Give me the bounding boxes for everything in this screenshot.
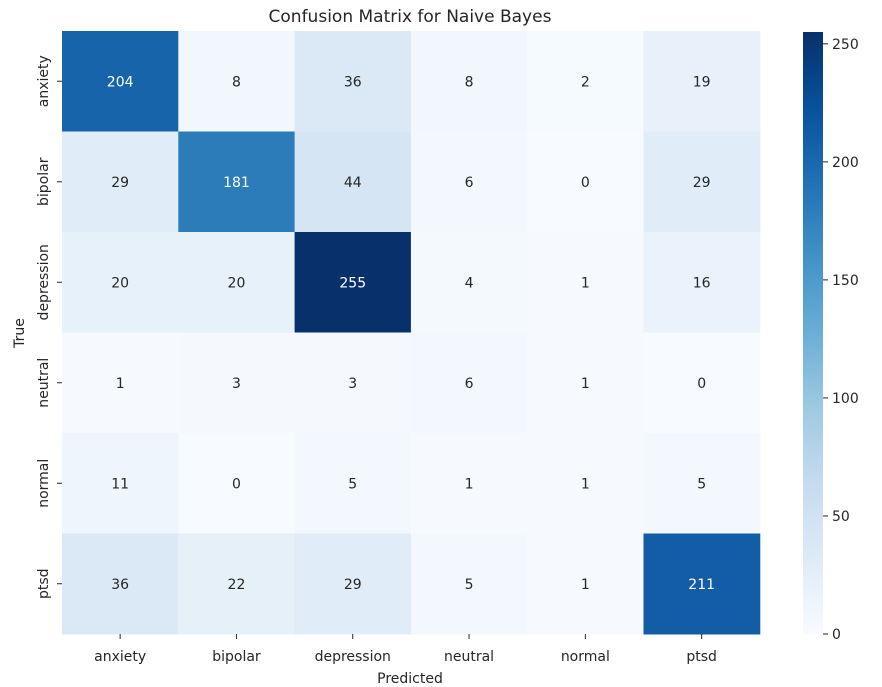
y-axis-ticks: anxiety bipolar depression neutral normal pts… [36,55,62,599]
heatmap-cell-bipolar-depression [294,131,412,233]
colorbar-tick-label: 50 [832,509,850,525]
cell-value-label: 8 [465,74,474,90]
heatmap-cell-bipolar-anxiety [62,131,179,233]
cell-value-label: 1 [581,275,590,291]
cell-value-label: 255 [339,275,366,291]
cell-value-label: 36 [111,577,129,593]
cell-value-label: 20 [111,275,129,291]
cell-value-label: 3 [348,376,357,392]
cell-value-label: 2 [581,74,590,90]
y-tick-label-anxiety: anxiety [36,55,52,107]
colorbar-tick-label: 100 [832,391,859,407]
cell-value-label: 22 [228,577,246,593]
heatmap-cell-anxiety-depression [294,31,412,132]
cell-value-label: 44 [344,175,362,191]
heatmap-cell-ptsd-depression [294,533,412,635]
x-tick-label-anxiety: anxiety [94,649,146,665]
heatmap-cell-anxiety-anxiety [62,31,179,132]
cell-value-label: 19 [693,74,711,90]
cell-value-label: 5 [348,476,357,492]
cell-value-label: 3 [232,376,241,392]
colorbar-ticks: 0 50 100 150 200 250 [823,37,859,643]
cell-value-label: 5 [465,577,474,593]
colorbar-tick-label: 250 [832,37,859,53]
cell-value-label: 211 [688,577,715,593]
cell-value-label: 0 [697,376,706,392]
cell-value-label: 181 [223,175,250,191]
x-tick-label-normal: normal [561,649,610,665]
heatmap-cell-depression-anxiety [62,232,179,333]
heatmap-cell-bipolar-neutral [410,131,528,233]
heatmap-cell-neutral-normal [527,332,644,434]
heatmap-cell-depression-bipolar [178,232,296,333]
heatmap-cell-normal-anxiety [62,433,179,534]
cell-value-label: 1 [581,577,590,593]
cell-value-label: 0 [581,175,590,191]
heatmap-cell-ptsd-neutral [410,533,528,635]
heatmap-cell-normal-ptsd [643,433,761,534]
cell-value-label: 204 [107,74,134,90]
heatmap-cell-anxiety-ptsd [643,31,761,132]
heatmap-cell-ptsd-ptsd [643,533,761,635]
heatmap-cell-depression-neutral [410,232,528,333]
heatmap-cell-ptsd-normal [527,533,644,635]
cell-value-label: 11 [111,476,129,492]
heatmap-cell-normal-bipolar [178,433,296,534]
heatmap-cell-neutral-anxiety [62,332,179,434]
cell-value-label: 8 [232,74,241,90]
heatmap-cell-normal-neutral [410,433,528,534]
heatmap-cell-neutral-ptsd [643,332,761,434]
x-tick-label-depression: depression [315,649,391,665]
colorbar [803,32,823,634]
cell-value-label: 1 [581,376,590,392]
x-tick-label-ptsd: ptsd [686,649,717,665]
cell-value-label: 0 [232,476,241,492]
cell-value-label: 1 [581,476,590,492]
colorbar-tick-label: 200 [832,155,859,171]
x-tick-label-neutral: neutral [444,649,494,665]
y-tick-label-ptsd: ptsd [36,568,52,599]
heatmap-cell-neutral-depression [294,332,412,434]
chart-title: Confusion Matrix for Naive Bayes [269,7,552,27]
heatmap-cell-anxiety-normal [527,31,644,132]
y-tick-label-normal: normal [36,459,52,508]
heatmap-cell-anxiety-neutral [410,31,528,132]
heatmap-cell-bipolar-ptsd [643,131,761,233]
cell-value-label: 5 [697,476,706,492]
heatmap-cell-neutral-neutral [410,332,528,434]
heatmap-cell-normal-normal [527,433,644,534]
heatmap-cell-depression-depression [294,232,412,333]
y-tick-label-neutral: neutral [36,358,52,408]
colorbar-tick-label: 150 [832,273,859,289]
x-axis-label: Predicted [377,671,443,687]
heatmap-cell-depression-normal [527,232,644,333]
cell-value-label: 6 [465,175,474,191]
x-tick-label-bipolar: bipolar [212,649,261,665]
heatmap-cell-ptsd-anxiety [62,533,179,635]
heatmap-cell-bipolar-normal [527,131,644,233]
heatmap-cell-depression-ptsd [643,232,761,333]
cell-value-label: 29 [693,175,711,191]
cell-value-label: 29 [111,175,129,191]
cell-value-label: 29 [344,577,362,593]
y-axis-label: True [12,318,28,349]
cell-value-label: 1 [116,376,125,392]
cell-value-label: 20 [228,275,246,291]
heatmap-cell-ptsd-bipolar [178,533,296,635]
heatmap-cell-bipolar-bipolar [178,131,296,233]
cell-value-label: 1 [465,476,474,492]
heatmap-cell-anxiety-bipolar [178,31,296,132]
cell-value-label: 36 [344,74,362,90]
y-tick-label-bipolar: bipolar [36,157,52,206]
y-tick-label-depression: depression [36,244,52,320]
heatmap-cell-neutral-bipolar [178,332,296,434]
x-axis-ticks: anxiety bipolar depression neutral normal pts… [94,634,717,665]
colorbar-tick-label: 0 [832,627,841,643]
cell-value-label: 6 [465,376,474,392]
heatmap-cell-normal-depression [294,433,412,534]
cell-value-label: 16 [693,275,711,291]
cell-value-label: 4 [465,275,474,291]
